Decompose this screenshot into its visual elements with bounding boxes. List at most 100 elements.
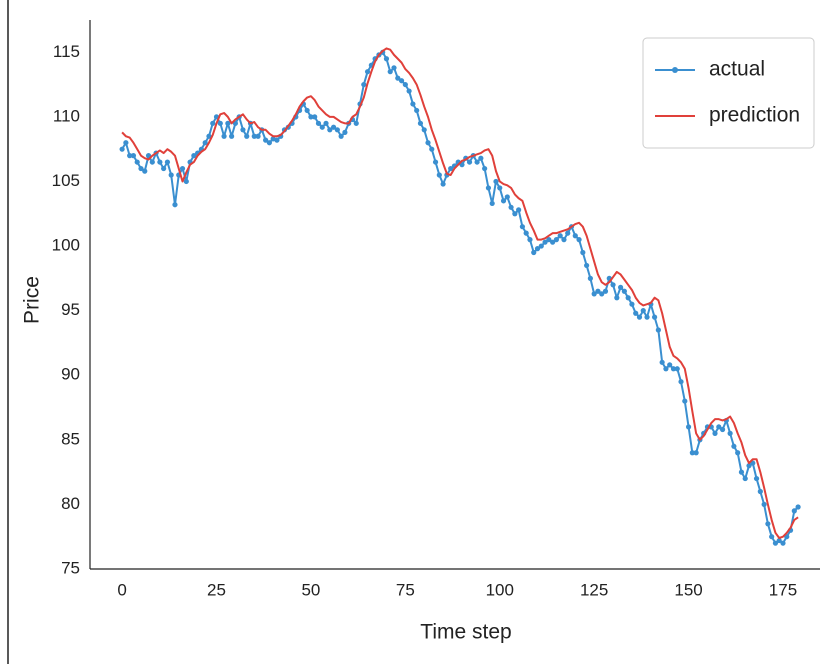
x-axis-label: Time step — [420, 621, 511, 644]
data-point — [629, 301, 635, 307]
data-point — [217, 120, 223, 126]
data-point — [210, 120, 216, 126]
data-point — [342, 129, 348, 135]
data-point — [240, 127, 246, 133]
data-point — [327, 127, 333, 133]
data-point — [625, 295, 631, 301]
data-point — [229, 133, 235, 139]
data-point — [478, 155, 484, 161]
data-point — [395, 75, 401, 81]
data-point — [516, 207, 522, 213]
y-tick-label: 100 — [52, 236, 80, 255]
legend-box — [642, 37, 815, 149]
data-point — [719, 426, 726, 433]
data-point — [670, 366, 677, 372]
data-point — [134, 159, 140, 165]
data-point — [557, 233, 563, 239]
data-point — [512, 211, 518, 217]
data-point — [610, 282, 616, 288]
data-point — [168, 172, 174, 178]
data-point — [757, 488, 763, 495]
legend-marker — [672, 67, 678, 73]
data-point — [497, 185, 503, 191]
y-tick-label: 95 — [61, 300, 80, 319]
data-point — [553, 237, 559, 243]
data-point — [383, 56, 390, 62]
data-point — [436, 172, 442, 178]
data-point — [542, 239, 548, 245]
x-tick-label: 175 — [769, 580, 797, 599]
x-tick-label: 0 — [117, 580, 126, 599]
data-point — [402, 81, 408, 88]
data-point — [421, 127, 427, 133]
series-line — [121, 47, 799, 539]
data-point — [448, 165, 454, 172]
data-point — [138, 165, 144, 172]
data-point — [772, 540, 779, 546]
data-point — [753, 475, 760, 482]
data-point — [119, 146, 125, 152]
data-point — [142, 168, 148, 174]
data-point — [361, 81, 367, 88]
data-point — [319, 124, 325, 130]
x-tick-label: 50 — [301, 580, 320, 599]
data-point — [614, 295, 620, 301]
data-point — [164, 159, 171, 165]
data-point — [149, 159, 155, 165]
x-tick-label: 100 — [486, 580, 514, 599]
data-point — [391, 65, 397, 71]
data-point — [157, 159, 163, 165]
data-point — [791, 508, 797, 514]
data-point — [398, 78, 405, 84]
legend-label: actual — [709, 58, 765, 81]
data-point — [538, 243, 544, 249]
y-axis-label: Price — [21, 276, 44, 324]
data-point — [651, 314, 658, 320]
data-point — [410, 101, 416, 107]
data-point — [425, 140, 431, 146]
data-point — [727, 430, 733, 436]
data-point — [202, 140, 208, 146]
data-point — [179, 165, 186, 172]
y-tick-label: 75 — [61, 558, 80, 577]
data-point — [251, 133, 257, 139]
data-point — [633, 310, 639, 316]
data-point — [191, 153, 197, 159]
data-point — [795, 504, 801, 510]
data-point — [584, 262, 590, 269]
data-point — [338, 133, 344, 139]
data-point — [580, 249, 586, 256]
data-point — [546, 237, 552, 243]
data-point — [387, 69, 393, 75]
data-point — [761, 501, 767, 508]
data-point — [527, 237, 533, 243]
data-point — [742, 475, 748, 482]
data-point — [315, 120, 322, 126]
data-point — [731, 443, 737, 449]
data-point — [655, 327, 661, 333]
data-point — [776, 537, 782, 544]
data-point — [266, 140, 272, 146]
data-point — [531, 249, 537, 256]
y-tick-label: 105 — [52, 171, 80, 190]
data-point — [485, 185, 492, 191]
data-point — [414, 107, 420, 114]
data-point — [769, 534, 775, 540]
data-point — [161, 165, 167, 172]
data-point — [591, 291, 597, 297]
data-point — [636, 314, 643, 320]
data-point — [244, 133, 250, 139]
data-point — [644, 314, 650, 320]
data-point — [123, 140, 129, 146]
x-tick-label: 125 — [580, 580, 608, 599]
data-point — [765, 521, 771, 527]
data-point — [304, 107, 310, 114]
data-point — [667, 362, 673, 368]
legend-label: prediction — [709, 104, 800, 127]
data-point — [716, 424, 722, 430]
data-point — [183, 178, 189, 185]
data-point — [746, 463, 752, 469]
data-point — [602, 288, 609, 294]
data-point — [308, 114, 314, 120]
